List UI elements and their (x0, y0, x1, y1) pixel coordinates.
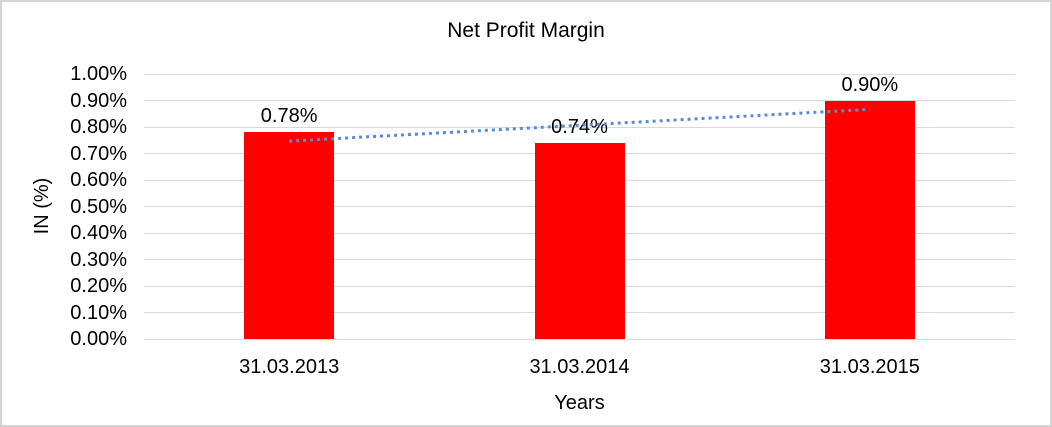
x-tick-label: 31.03.2015 (819, 356, 920, 378)
bar (534, 142, 625, 339)
y-tick-label: 0.00% (70, 328, 127, 350)
bar (244, 132, 335, 339)
bar (824, 100, 915, 339)
y-tick-label: 0.90% (70, 89, 127, 112)
y-tick-label: 0.80% (70, 116, 127, 138)
gridline (144, 126, 1015, 128)
x-axis-title: Years (554, 392, 605, 414)
plot-area: 0.78% 0.74% 0.90% (144, 73, 1015, 340)
y-tick-label: 0.70% (70, 142, 127, 165)
chart-title: Net Profit Margin (447, 19, 605, 42)
y-tick-label: 0.40% (70, 222, 127, 244)
bar-value-label: 0.90% (841, 73, 899, 96)
x-tick-label: 31.03.2013 (239, 356, 340, 378)
y-tick-label: 0.10% (70, 301, 127, 324)
bar-value-label: 0.78% (260, 105, 318, 128)
gridline (144, 73, 1015, 75)
gridline (144, 100, 1015, 101)
trendline (289, 107, 870, 143)
y-tick-label: 0.60% (70, 169, 127, 191)
y-tick-label: 0.50% (70, 195, 127, 218)
x-tick-label: 31.03.2014 (529, 356, 630, 378)
gridline (144, 338, 1015, 340)
y-tick-label: 0.30% (70, 248, 127, 271)
y-tick-label: 1.00% (70, 63, 127, 85)
bar-value-label: 0.74% (551, 115, 608, 138)
y-tick-label: 0.20% (70, 275, 127, 297)
